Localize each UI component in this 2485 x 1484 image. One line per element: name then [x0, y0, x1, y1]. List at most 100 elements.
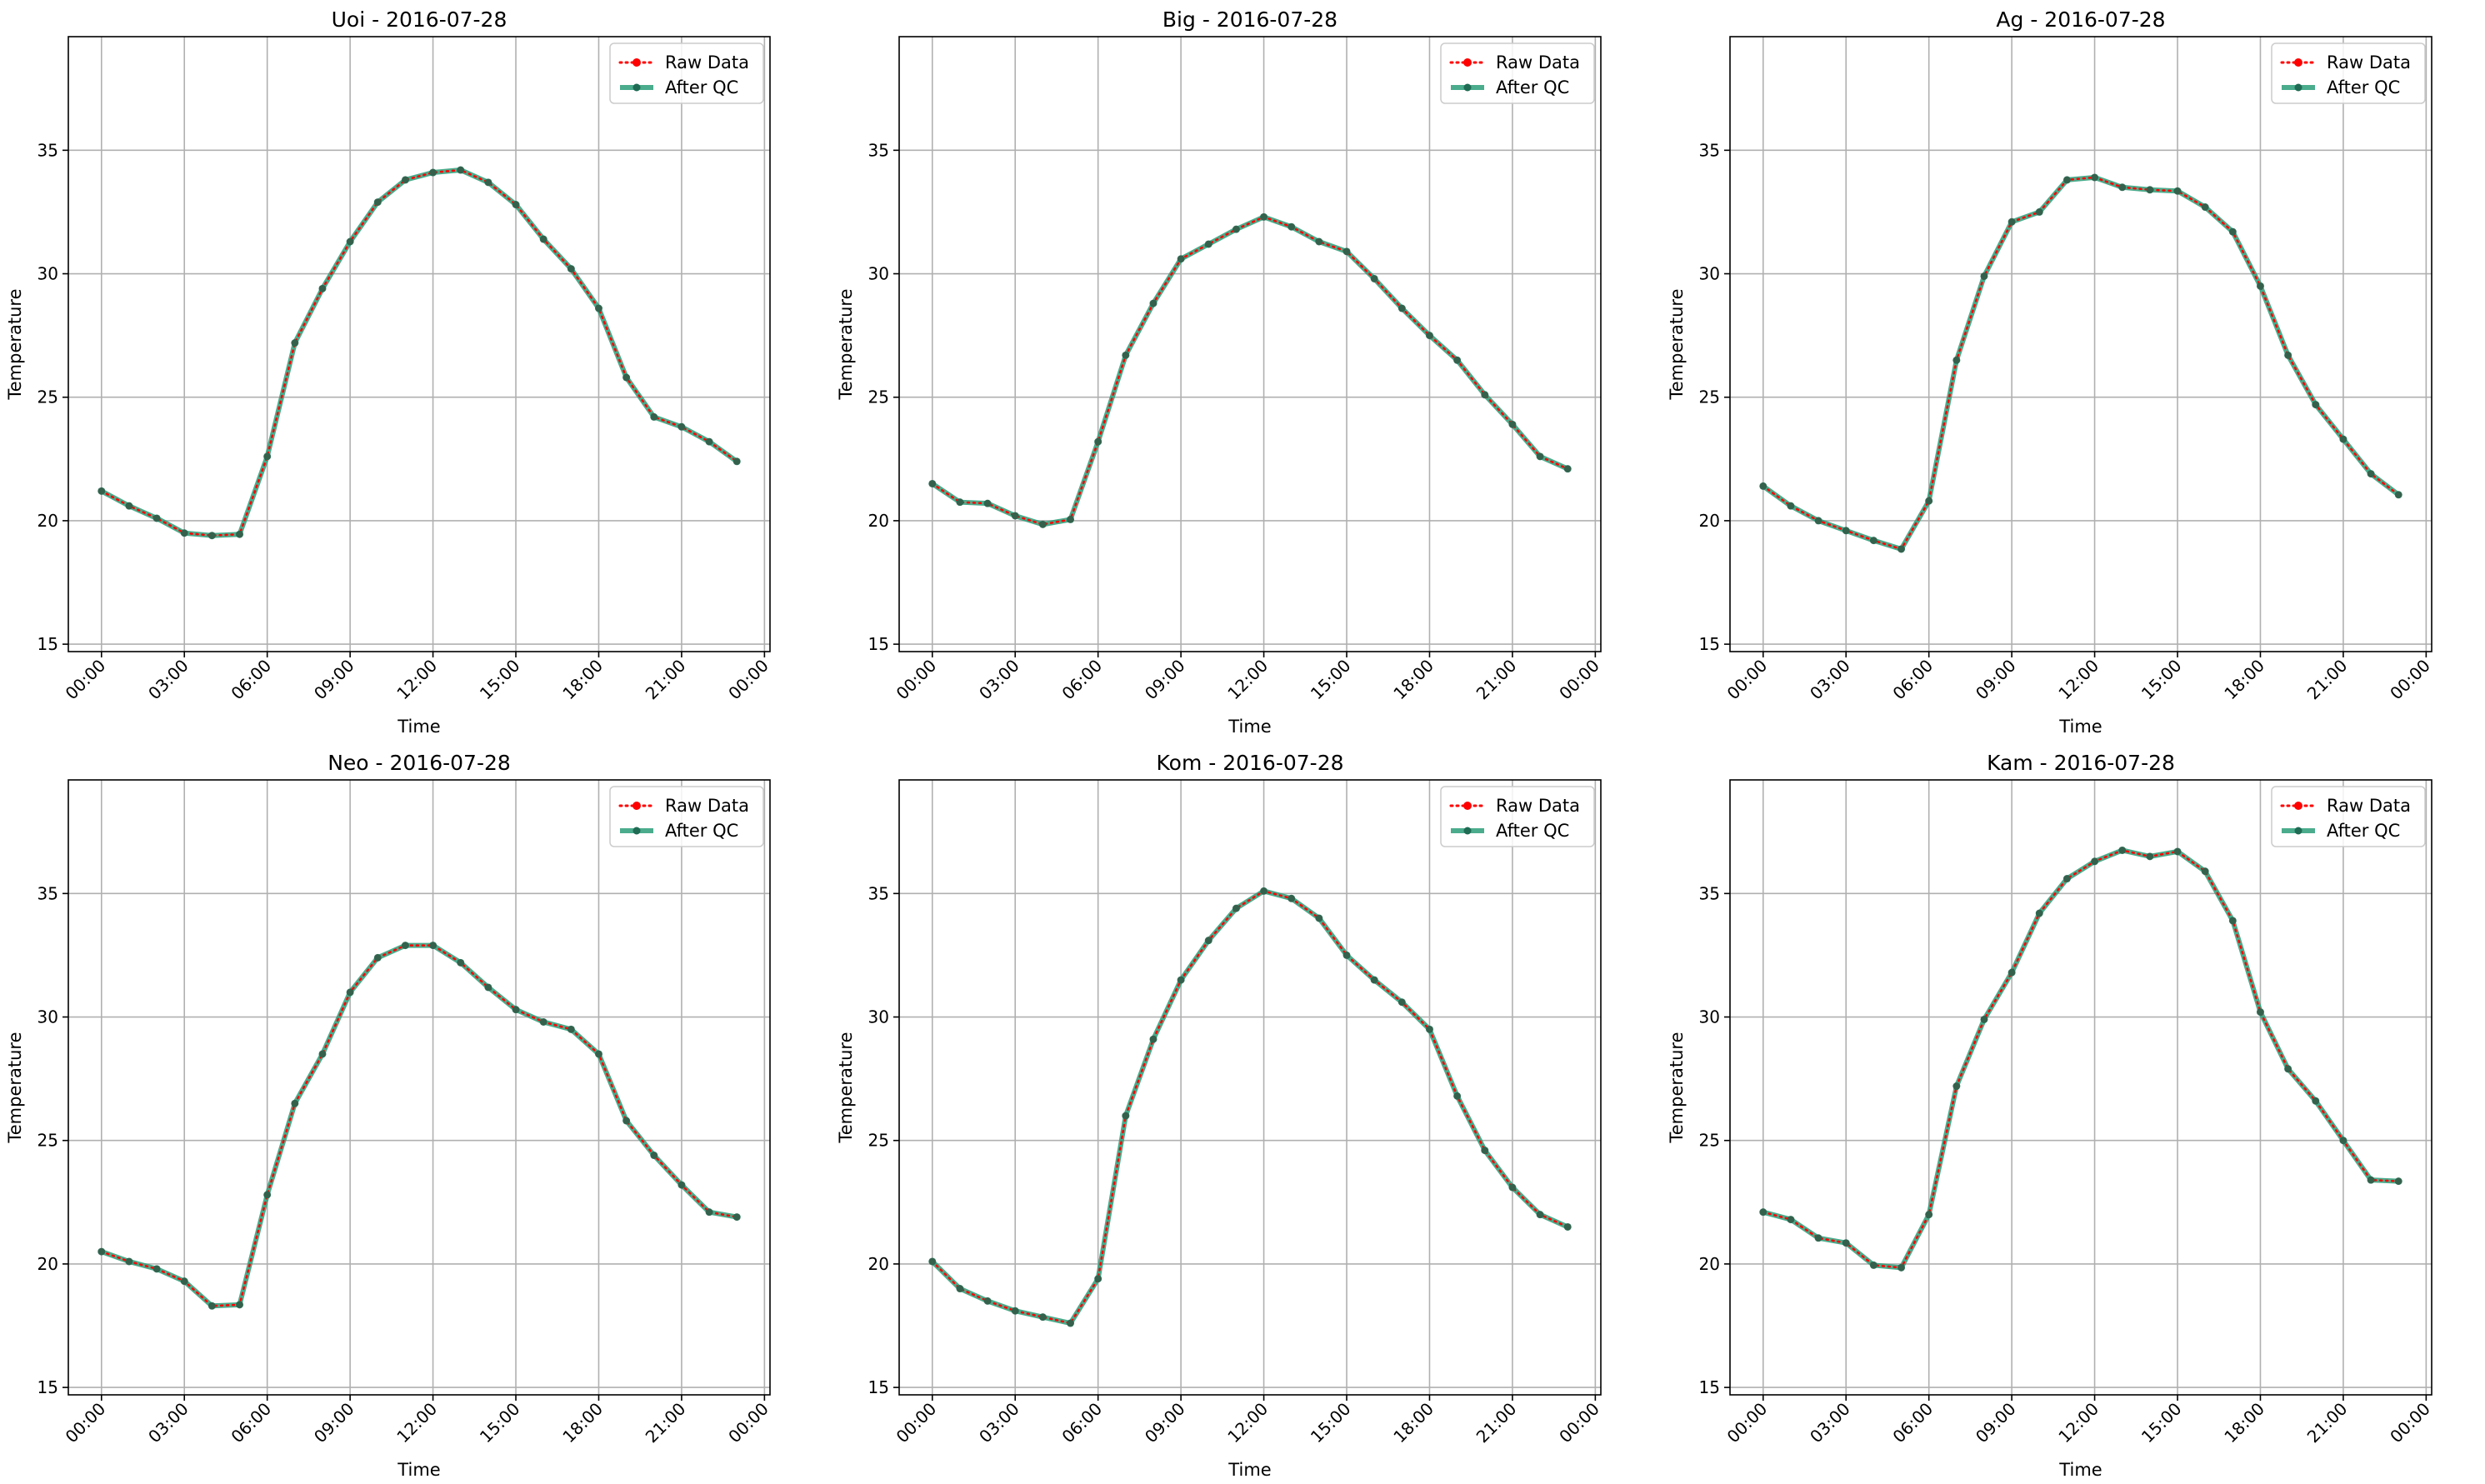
- series-line-raw-data: [100, 944, 738, 1307]
- y-tick-label: 15: [1699, 1377, 1720, 1397]
- after-qc-point: [1842, 1239, 1850, 1247]
- x-tick-label: 18:00: [2220, 656, 2268, 704]
- x-tick-label: 03:00: [1806, 656, 1854, 704]
- subplot-title: Ag - 2016-07-28: [1996, 7, 2165, 32]
- y-tick-label: 25: [868, 1131, 889, 1151]
- after-qc-point: [484, 983, 492, 992]
- y-tick-label: 35: [38, 140, 58, 160]
- after-qc-point: [1067, 515, 1075, 523]
- after-qc-point: [983, 499, 992, 507]
- after-qc-point: [401, 942, 409, 950]
- x-tick-label: 21:00: [642, 1399, 690, 1447]
- y-axis-label: Temperature: [836, 1032, 856, 1143]
- after-qc-point: [291, 339, 299, 347]
- after-qc-point: [208, 1302, 216, 1310]
- x-tick-label: 00:00: [724, 1399, 772, 1447]
- after-qc-point: [650, 1152, 658, 1160]
- after-qc-point: [1869, 1261, 1878, 1269]
- after-qc-point: [956, 1285, 964, 1293]
- after-qc-point: [678, 422, 686, 431]
- subplot-title: Neo - 2016-07-28: [328, 751, 511, 775]
- y-tick-label: 30: [868, 1007, 889, 1027]
- x-tick-label: 15:00: [1307, 656, 1355, 704]
- subplot-5: 15 20 25 30 35 00:00 03:00 06:00 09:00 12:00 15:00…: [836, 751, 1603, 1480]
- after-qc-point: [928, 1257, 937, 1266]
- y-tick-label: 20: [1699, 1254, 1720, 1274]
- legend-marker-after-qc: [1463, 83, 1472, 92]
- y-tick-label: 25: [38, 387, 58, 407]
- series-line-raw-data: [100, 168, 738, 537]
- legend-label-raw-data: Raw Data: [2327, 796, 2411, 816]
- after-qc-point: [2394, 1177, 2402, 1186]
- x-tick-label: 00:00: [62, 1399, 110, 1447]
- x-tick-label: 00:00: [892, 656, 941, 704]
- after-qc-point: [208, 532, 216, 540]
- after-qc-point: [2394, 491, 2402, 499]
- grid: [68, 780, 770, 1395]
- series-line-after-qc: [931, 214, 1569, 527]
- x-tick-label: 00:00: [892, 1399, 941, 1447]
- axes-frame: [1729, 36, 2432, 652]
- y-tick-label: 25: [868, 387, 889, 407]
- legend-marker-raw-data: [1463, 58, 1472, 67]
- x-tick-label: 00:00: [62, 656, 110, 704]
- x-tick-label: 21:00: [642, 656, 690, 704]
- legend-label-raw-data: Raw Data: [1496, 796, 1580, 816]
- after-qc-point: [2312, 401, 2320, 409]
- after-qc-point: [263, 452, 272, 461]
- axes-frame: [68, 36, 771, 652]
- after-qc-point: [263, 1191, 272, 1199]
- after-qc-point: [429, 942, 438, 950]
- after-qc-point: [318, 1050, 327, 1058]
- x-tick-label: 09:00: [310, 656, 358, 704]
- after-qc-point: [1232, 904, 1240, 912]
- legend-label-after-qc: After QC: [1496, 77, 1569, 97]
- axes-frame: [1729, 779, 2432, 1396]
- after-qc-point: [1094, 1275, 1102, 1283]
- x-tick-label: 06:00: [1888, 656, 1937, 704]
- after-qc-point: [1952, 1082, 1961, 1091]
- x-tick-label: 18:00: [558, 1399, 607, 1447]
- after-qc-point: [2118, 183, 2127, 192]
- after-qc-point: [180, 1277, 188, 1286]
- after-qc-point: [1481, 391, 1489, 399]
- x-tick-label: 12:00: [2054, 1399, 2102, 1447]
- after-qc-point: [1038, 520, 1047, 528]
- grid: [68, 37, 770, 652]
- subplot-6: 15 20 25 30 35 00:00 03:00 06:00 09:00 12:00 15:00…: [1667, 751, 2434, 1480]
- legend-label-after-qc: After QC: [665, 821, 738, 841]
- x-tick-label: 15:00: [2138, 656, 2186, 704]
- after-qc-point: [678, 1181, 686, 1189]
- y-tick-label: 25: [1699, 1131, 1720, 1151]
- after-qc-point: [1370, 976, 1378, 984]
- after-qc-point: [1508, 1183, 1517, 1192]
- after-qc-point: [1453, 1092, 1462, 1100]
- after-qc-point: [1536, 452, 1544, 461]
- after-qc-point: [1898, 545, 1906, 553]
- y-tick-label: 15: [868, 634, 889, 654]
- after-qc-point: [1288, 894, 1296, 902]
- y-axis-label: Temperature: [5, 1032, 25, 1143]
- y-tick-label: 35: [868, 883, 889, 903]
- after-qc-point: [236, 1301, 244, 1309]
- x-tick-label: 12:00: [392, 1399, 441, 1447]
- subplot-2: 15 20 25 30 35 00:00 03:00 06:00 09:00 12:00 15:00…: [836, 7, 1603, 737]
- after-qc-point: [1177, 255, 1185, 263]
- after-qc-point: [2173, 847, 2182, 856]
- y-axis-label: Temperature: [1667, 288, 1687, 400]
- after-qc-point: [2201, 203, 2209, 212]
- legend-label-raw-data: Raw Data: [1496, 52, 1580, 72]
- y-tick-label: 15: [868, 1377, 889, 1397]
- y-tick-label: 25: [1699, 387, 1720, 407]
- x-tick-label: 18:00: [1389, 1399, 1438, 1447]
- y-tick-label: 20: [1699, 511, 1720, 531]
- x-tick-label: 03:00: [975, 656, 1023, 704]
- legend-label-after-qc: After QC: [2327, 821, 2400, 841]
- after-qc-point: [2062, 176, 2071, 184]
- after-qc-point: [2312, 1097, 2320, 1105]
- after-qc-point: [429, 168, 438, 177]
- x-tick-label: 12:00: [1223, 1399, 1272, 1447]
- after-qc-point: [1315, 914, 1323, 922]
- after-qc-point: [2091, 173, 2099, 182]
